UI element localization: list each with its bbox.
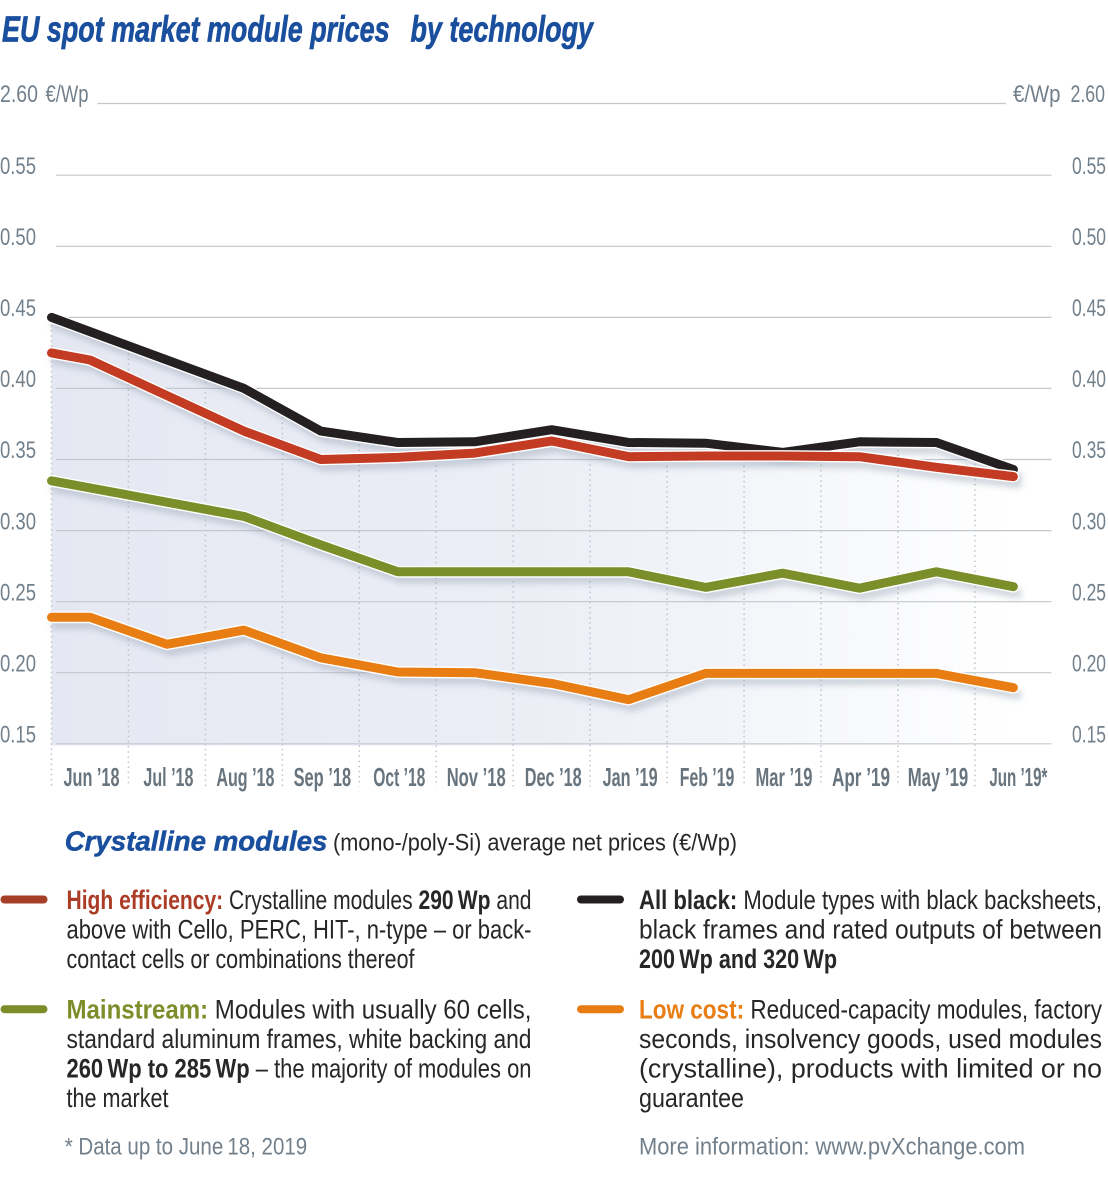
- svg-text:0.30: 0.30: [0, 508, 36, 535]
- svg-text:Low cost: Reduced-capacity mod: Low cost: Reduced-capacity modules, fact…: [639, 994, 1102, 1024]
- svg-text:0.45: 0.45: [0, 295, 36, 322]
- svg-text:0.55: 0.55: [1072, 153, 1106, 180]
- svg-text:0.20: 0.20: [1072, 650, 1106, 677]
- svg-text:EU spot market module prices: EU spot market module prices by technolo…: [2, 9, 594, 50]
- svg-text:the market: the market: [67, 1083, 169, 1113]
- svg-text:Oct ’18: Oct ’18: [373, 762, 425, 792]
- svg-text:0.15: 0.15: [0, 722, 36, 749]
- svg-text:260 Wp to 285 Wp – the majorit: 260 Wp to 285 Wp – the majority of modul…: [67, 1054, 532, 1084]
- svg-text:2.60: 2.60: [0, 81, 38, 108]
- svg-text:Nov ’18: Nov ’18: [447, 762, 506, 792]
- svg-text:(mono-/poly-Si) average net pr: (mono-/poly-Si) average net prices (€/Wp…: [333, 829, 737, 856]
- svg-text:Aug ’18: Aug ’18: [216, 762, 274, 792]
- svg-text:Apr ’19: Apr ’19: [832, 762, 890, 792]
- svg-text:All black: Module types with b: All black: Module types with black backs…: [639, 885, 1102, 915]
- svg-text:contact cells or combinations: contact cells or combinations thereof: [67, 944, 415, 974]
- svg-text:0.45: 0.45: [1072, 295, 1106, 322]
- svg-text:€/Wp: €/Wp: [46, 81, 89, 108]
- svg-text:0.40: 0.40: [1072, 366, 1106, 393]
- svg-text:seconds, insolvency goods, use: seconds, insolvency goods, used modules: [639, 1024, 1102, 1054]
- svg-text:0.25: 0.25: [1072, 579, 1106, 606]
- svg-text:0.50: 0.50: [0, 224, 36, 251]
- svg-text:High efficiency: Crystalline m: High efficiency: Crystalline modules 290…: [67, 885, 532, 915]
- svg-text:Crystalline modules: Crystalline modules: [65, 825, 328, 856]
- svg-text:0.40: 0.40: [0, 366, 36, 393]
- svg-text:More information: www.pvXchang: More information: www.pvXchange.com: [639, 1134, 1025, 1161]
- svg-text:* Data up to June 18, 2019: * Data up to June 18, 2019: [65, 1134, 308, 1161]
- svg-text:Jan ’19: Jan ’19: [603, 762, 658, 792]
- svg-text:standard aluminum frames, whit: standard aluminum frames, white backing …: [67, 1024, 532, 1054]
- svg-text:0.50: 0.50: [1072, 224, 1106, 251]
- svg-text:above with Cello, PERC, HIT-,: above with Cello, PERC, HIT-, n-type – o…: [67, 915, 532, 945]
- svg-text:Mainstream: Modules with usual: Mainstream: Modules with usually 60 cell…: [67, 994, 532, 1024]
- svg-text:0.35: 0.35: [0, 437, 36, 464]
- svg-text:2.60: 2.60: [1071, 81, 1106, 108]
- svg-text:Feb ’19: Feb ’19: [680, 762, 735, 792]
- svg-text:(crystalline), products with l: (crystalline), products with limited or …: [639, 1054, 1102, 1084]
- svg-text:guarantee: guarantee: [639, 1083, 744, 1113]
- svg-text:0.55: 0.55: [0, 153, 36, 180]
- svg-text:Sep ’18: Sep ’18: [294, 762, 352, 792]
- svg-text:Dec ’18: Dec ’18: [525, 762, 582, 792]
- svg-text:200 Wp and 320 Wp: 200 Wp and 320 Wp: [639, 944, 837, 974]
- svg-text:0.25: 0.25: [0, 579, 36, 606]
- svg-text:Jul ’18: Jul ’18: [143, 762, 193, 792]
- svg-text:€/Wp: €/Wp: [1013, 81, 1061, 108]
- svg-text:0.20: 0.20: [0, 650, 36, 677]
- svg-text:0.15: 0.15: [1072, 722, 1106, 749]
- svg-text:May ’19: May ’19: [908, 762, 969, 792]
- svg-text:Mar ’19: Mar ’19: [756, 762, 813, 792]
- svg-text:black frames and rated outputs: black frames and rated outputs of betwee…: [639, 915, 1102, 945]
- svg-text:Jun ’18: Jun ’18: [64, 762, 120, 792]
- svg-text:Jun ’19*: Jun ’19*: [989, 762, 1048, 792]
- svg-text:0.35: 0.35: [1072, 437, 1106, 464]
- svg-text:0.30: 0.30: [1072, 508, 1106, 535]
